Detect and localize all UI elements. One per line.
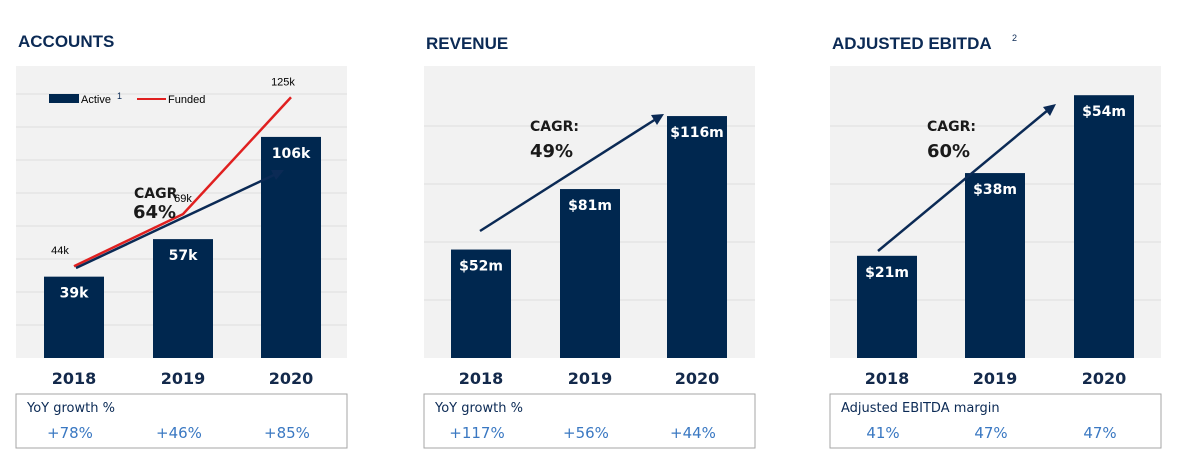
growth-value-2018: +117% [449, 424, 504, 442]
accounts-title: ACCOUNTS [18, 32, 114, 51]
growth-value-2019: 47% [974, 424, 1007, 442]
legend-active-label: Active [81, 94, 111, 106]
accounts-chart: ACCOUNTS 39k 57k 106k 44k 69k 125k Active 1 … [15, 32, 348, 449]
bar-label-2019: $38m [973, 182, 1017, 198]
ebitda-cagr-value: 60% [927, 141, 970, 162]
revenue-cagr-arrow-shaft [479, 117, 657, 233]
funded-label-2018: 44k [51, 245, 69, 257]
ebitda-cagr-arrow-head [1043, 104, 1056, 116]
growth-value-2018: +78% [47, 424, 93, 442]
accounts-cagr-value: 64% [133, 202, 176, 223]
growth-value-2020: +85% [264, 424, 310, 442]
legend-active-swatch [49, 94, 79, 103]
growth-value-2019: +46% [156, 424, 202, 442]
year-label-2019: 2019 [568, 369, 613, 388]
funded-label-2020: 125k [271, 76, 295, 88]
revenue-year-labels: 2018 2019 2020 [459, 369, 720, 388]
revenue-growth-title: YoY growth % [434, 401, 523, 416]
year-label-2020: 2020 [675, 369, 720, 388]
bar-label-2018: $52m [459, 259, 503, 275]
ebitda-cagr-arrow-shaft [877, 109, 1049, 252]
revenue-growth-box [423, 393, 756, 449]
bar-2018 [44, 276, 104, 358]
bar-label-2018: 39k [60, 286, 89, 302]
revenue-cagr-arrow-head [651, 114, 664, 125]
ebitda-growth-values: 41% 47% 47% [866, 424, 1116, 442]
accounts-funded-line: 44k 69k 125k [51, 76, 295, 268]
growth-value-2020: +44% [670, 424, 716, 442]
revenue-chart: REVENUE $52m $81m $116m CAGR: 49% 2018 2019… [423, 34, 756, 449]
ebitda-cagr-label: CAGR: [927, 119, 976, 135]
growth-value-2020: 47% [1083, 424, 1116, 442]
growth-value-2019: +56% [563, 424, 609, 442]
accounts-bars: 39k 57k 106k [44, 136, 321, 358]
revenue-cagr-label: CAGR: [530, 119, 579, 135]
year-label-2019: 2019 [161, 369, 206, 388]
bar-label-2020: $116m [670, 125, 724, 141]
bar-2018 [857, 255, 917, 358]
revenue-title: REVENUE [426, 34, 508, 53]
accounts-year-labels: 2018 2019 2020 [52, 369, 314, 388]
ebitda-year-labels: 2018 2019 2020 [865, 369, 1127, 388]
accounts-cagr-arrow-shaft [75, 172, 277, 270]
bar-2020 [667, 116, 727, 358]
bar-2018 [451, 249, 511, 358]
ebitda-bars: $21m $38m $54m [857, 95, 1134, 358]
year-label-2018: 2018 [459, 369, 504, 388]
bar-2019 [560, 189, 620, 358]
funded-label-2019: 69k [174, 193, 192, 205]
ebitda-growth-title: Adjusted EBITDA margin [841, 401, 1000, 416]
ebitda-growth-box [829, 393, 1162, 449]
bar-2019 [153, 239, 213, 358]
accounts-cagr-arrow-head [271, 170, 284, 180]
year-label-2018: 2018 [865, 369, 910, 388]
accounts-growth-values: +78% +46% +85% [47, 424, 310, 442]
ebitda-title-superscript: 2 [1012, 33, 1017, 43]
year-label-2020: 2020 [1082, 369, 1127, 388]
funded-series-line [73, 96, 292, 268]
legend-active-superscript: 1 [117, 91, 122, 101]
legend-funded-label: Funded [168, 94, 205, 106]
ebitda-title: ADJUSTED EBITDA [832, 34, 992, 53]
bar-label-2019: 57k [169, 248, 198, 264]
revenue-bars: $52m $81m $116m [451, 116, 727, 358]
bar-label-2020: $54m [1082, 104, 1126, 120]
svg-text:Active: Active [81, 94, 111, 106]
revenue-growth-values: +117% +56% +44% [449, 424, 716, 442]
year-label-2018: 2018 [52, 369, 97, 388]
bar-label-2020: 106k [272, 146, 311, 162]
accounts-growth-box [15, 393, 348, 449]
accounts-cagr-label: CAGR [134, 186, 178, 202]
bar-label-2018: $21m [865, 265, 909, 281]
bar-label-2019: $81m [568, 198, 612, 214]
bar-2020 [1074, 95, 1134, 358]
bar-2020 [261, 136, 321, 358]
bar-2019 [965, 173, 1025, 358]
ebitda-chart: ADJUSTED EBITDA 2 $21m $38m $54m CAGR: 60%… [829, 33, 1162, 449]
year-label-2019: 2019 [973, 369, 1018, 388]
accounts-growth-title: YoY growth % [26, 401, 115, 416]
growth-value-2018: 41% [866, 424, 899, 442]
accounts-legend: Active 1 Funded [49, 91, 205, 106]
year-label-2020: 2020 [269, 369, 314, 388]
revenue-cagr-value: 49% [530, 141, 573, 162]
